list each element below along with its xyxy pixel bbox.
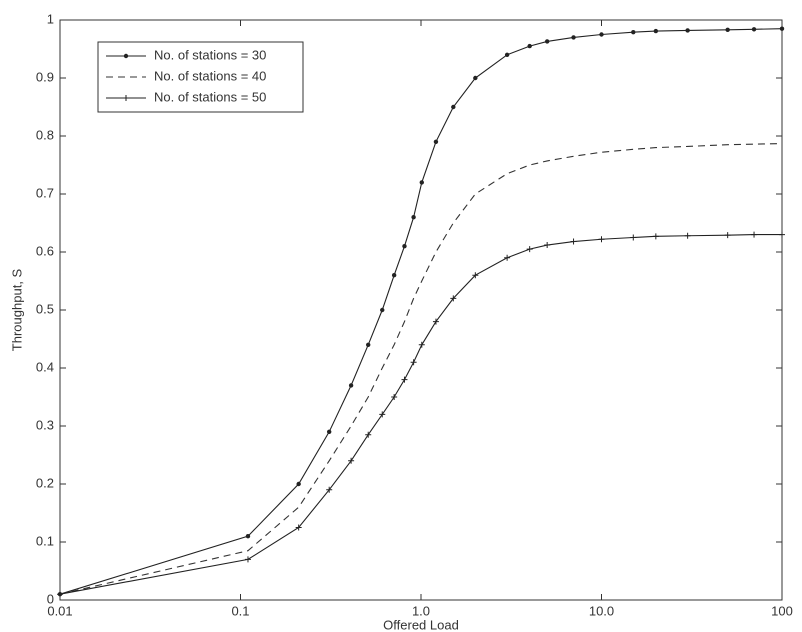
point <box>752 27 756 31</box>
point <box>571 35 575 39</box>
point <box>599 236 605 242</box>
point <box>57 591 63 597</box>
y-tick-label: 1 <box>47 11 54 26</box>
point <box>654 29 658 33</box>
point <box>725 28 729 32</box>
series-line <box>60 29 782 595</box>
x-axis-label: Offered Load <box>383 617 459 632</box>
point <box>685 28 689 32</box>
point <box>527 246 533 252</box>
y-tick-label: 0.8 <box>36 127 54 142</box>
point <box>631 30 635 34</box>
y-tick-label: 0.7 <box>36 185 54 200</box>
point <box>505 53 509 57</box>
point <box>473 76 477 80</box>
point <box>527 44 531 48</box>
y-axis-label: Throughput, S <box>9 268 24 351</box>
point <box>779 232 785 238</box>
y-tick-label: 0.4 <box>36 359 54 374</box>
x-tick-label: 0.1 <box>231 603 249 618</box>
point <box>245 556 251 562</box>
series-line <box>60 235 782 595</box>
y-tick-label: 0.5 <box>36 301 54 316</box>
point <box>630 235 636 241</box>
point <box>401 377 407 383</box>
point <box>571 239 577 245</box>
y-tick-label: 0.2 <box>36 475 54 490</box>
y-tick-label: 0.3 <box>36 417 54 432</box>
series-line <box>60 144 782 595</box>
x-tick-label: 1.0 <box>412 603 430 618</box>
point <box>420 180 424 184</box>
legend-marker <box>124 54 128 58</box>
point <box>434 140 438 144</box>
point <box>349 383 353 387</box>
point <box>544 242 550 248</box>
point <box>411 359 417 365</box>
point <box>327 430 331 434</box>
point <box>419 342 425 348</box>
point <box>685 233 691 239</box>
point <box>725 232 731 238</box>
point <box>366 343 370 347</box>
point <box>751 232 757 238</box>
legend-label: No. of stations = 50 <box>154 89 266 104</box>
point <box>402 244 406 248</box>
point <box>451 105 455 109</box>
point <box>380 308 384 312</box>
point <box>246 534 250 538</box>
point <box>392 273 396 277</box>
point <box>545 39 549 43</box>
point <box>780 27 784 31</box>
x-tick-label: 0.01 <box>47 603 72 618</box>
point <box>411 215 415 219</box>
y-tick-label: 0.1 <box>36 533 54 548</box>
point <box>599 32 603 36</box>
legend-label: No. of stations = 40 <box>154 68 266 83</box>
y-tick-label: 0.6 <box>36 243 54 258</box>
chart: 00.10.20.30.40.50.60.70.80.910.010.11.01… <box>0 0 802 632</box>
x-tick-label: 100 <box>771 603 793 618</box>
x-tick-label: 10.0 <box>589 603 614 618</box>
point <box>504 255 510 261</box>
legend-label: No. of stations = 30 <box>154 47 266 62</box>
point <box>296 482 300 486</box>
y-tick-label: 0.9 <box>36 69 54 84</box>
point <box>653 233 659 239</box>
